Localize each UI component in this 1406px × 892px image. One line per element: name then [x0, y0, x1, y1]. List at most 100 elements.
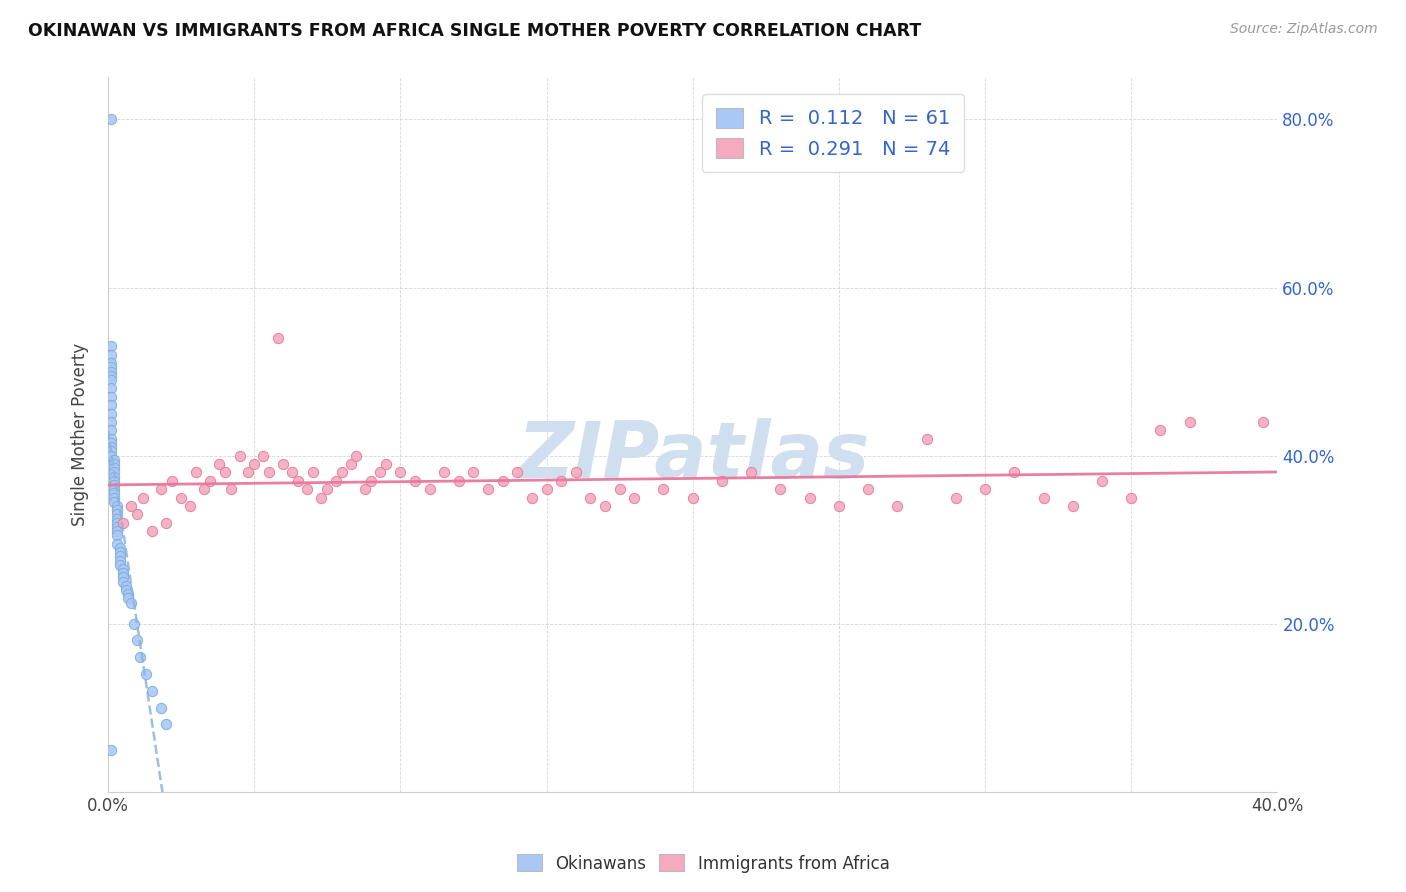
- Point: [100, 373, 122, 387]
- Point: [108, 545, 131, 559]
- Point: [492, 474, 515, 488]
- Point: [295, 482, 318, 496]
- Point: [100, 360, 122, 375]
- Point: [404, 474, 426, 488]
- Point: [114, 582, 136, 597]
- Point: [100, 423, 122, 437]
- Point: [193, 482, 215, 496]
- Point: [108, 553, 131, 567]
- Point: [100, 348, 122, 362]
- Point: [105, 528, 128, 542]
- Point: [103, 495, 125, 509]
- Point: [506, 466, 529, 480]
- Point: [1251, 415, 1274, 429]
- Point: [316, 482, 339, 496]
- Point: [579, 491, 602, 505]
- Point: [1032, 491, 1054, 505]
- Point: [325, 474, 347, 488]
- Point: [710, 474, 733, 488]
- Point: [108, 558, 131, 572]
- Point: [100, 444, 122, 458]
- Point: [155, 516, 177, 530]
- Point: [114, 579, 136, 593]
- Point: [105, 524, 128, 539]
- Point: [117, 591, 139, 606]
- Text: ZIPatlas: ZIPatlas: [516, 418, 869, 494]
- Point: [219, 482, 242, 496]
- Point: [170, 491, 193, 505]
- Point: [103, 457, 125, 471]
- Point: [463, 466, 485, 480]
- Point: [1149, 423, 1171, 437]
- Point: [100, 112, 122, 127]
- Point: [105, 508, 128, 522]
- Point: [477, 482, 499, 496]
- Point: [184, 466, 207, 480]
- Point: [105, 516, 128, 530]
- Point: [111, 574, 134, 589]
- Point: [100, 436, 122, 450]
- Point: [228, 449, 250, 463]
- Point: [155, 717, 177, 731]
- Point: [856, 482, 879, 496]
- Point: [105, 503, 128, 517]
- Point: [103, 466, 125, 480]
- Point: [127, 508, 149, 522]
- Point: [100, 432, 122, 446]
- Point: [346, 449, 368, 463]
- Point: [623, 491, 645, 505]
- Point: [609, 482, 631, 496]
- Point: [162, 474, 184, 488]
- Point: [447, 474, 470, 488]
- Point: [111, 566, 134, 581]
- Point: [100, 390, 122, 404]
- Point: [1121, 491, 1143, 505]
- Text: Source: ZipAtlas.com: Source: ZipAtlas.com: [1230, 22, 1378, 37]
- Point: [252, 449, 274, 463]
- Point: [100, 440, 122, 454]
- Legend: Okinawans, Immigrants from Africa: Okinawans, Immigrants from Africa: [510, 847, 896, 880]
- Point: [103, 461, 125, 475]
- Point: [945, 491, 967, 505]
- Point: [200, 474, 222, 488]
- Point: [103, 452, 125, 467]
- Point: [120, 499, 142, 513]
- Point: [828, 499, 851, 513]
- Point: [915, 432, 938, 446]
- Point: [141, 684, 163, 698]
- Point: [536, 482, 558, 496]
- Point: [301, 466, 323, 480]
- Point: [360, 474, 382, 488]
- Point: [564, 466, 586, 480]
- Point: [769, 482, 792, 496]
- Point: [974, 482, 997, 496]
- Point: [103, 491, 125, 505]
- Point: [1178, 415, 1201, 429]
- Point: [740, 466, 762, 480]
- Point: [108, 549, 131, 564]
- Point: [141, 524, 163, 539]
- Point: [103, 474, 125, 488]
- Point: [100, 742, 122, 756]
- Point: [111, 570, 134, 584]
- Point: [149, 700, 172, 714]
- Point: [354, 482, 377, 496]
- Point: [368, 466, 391, 480]
- Point: [100, 415, 122, 429]
- Point: [1002, 466, 1025, 480]
- Point: [243, 457, 266, 471]
- Point: [339, 457, 361, 471]
- Point: [593, 499, 616, 513]
- Point: [132, 491, 155, 505]
- Point: [124, 616, 146, 631]
- Legend: R =  0.112   N = 61, R =  0.291   N = 74: R = 0.112 N = 61, R = 0.291 N = 74: [703, 95, 963, 172]
- Point: [330, 466, 353, 480]
- Point: [108, 541, 131, 555]
- Point: [103, 486, 125, 500]
- Point: [273, 457, 295, 471]
- Point: [103, 478, 125, 492]
- Point: [238, 466, 260, 480]
- Point: [799, 491, 821, 505]
- Point: [208, 457, 231, 471]
- Point: [374, 457, 396, 471]
